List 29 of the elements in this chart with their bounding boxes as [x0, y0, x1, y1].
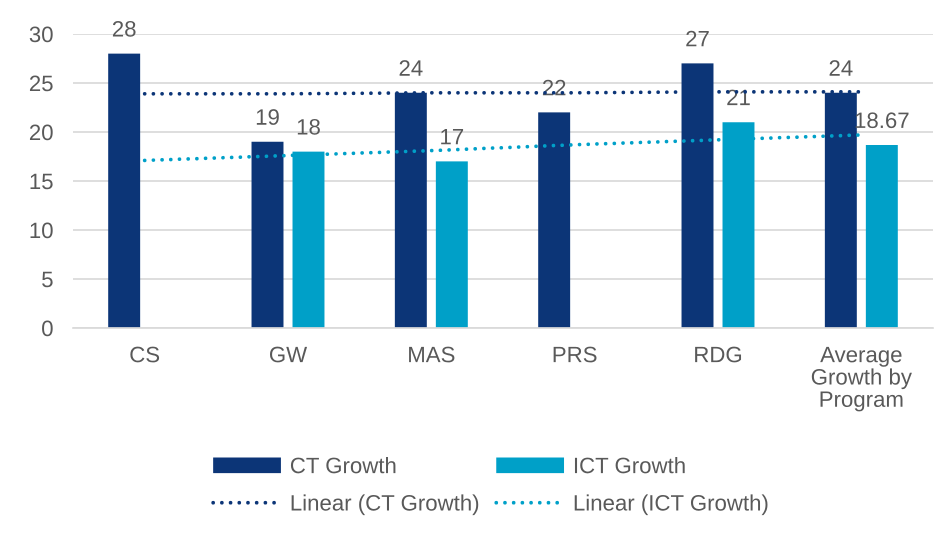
y-tick-label: 5 [42, 272, 53, 288]
data-label: 17 [441, 129, 464, 144]
y-tick-label: 30 [30, 26, 53, 42]
x-tick-label: Average Growth by Program [812, 346, 912, 412]
x-tick-label: GW [270, 346, 308, 362]
data-label: 24 [830, 60, 853, 76]
bar [108, 54, 140, 328]
legend-label: Linear (ICT Growth) [574, 494, 768, 516]
x-tick-label: RDG [695, 346, 742, 362]
data-label: 18 [298, 118, 320, 135]
legend-label: CT Growth [290, 457, 396, 474]
y-tick-label: 25 [30, 76, 53, 92]
y-tick-label: 10 [30, 222, 53, 238]
data-label: 24 [400, 60, 423, 76]
data-label: 19 [256, 109, 279, 125]
y-tick-label: 0 [42, 320, 53, 336]
bar [252, 142, 284, 328]
x-tick-label: PRS [554, 346, 596, 362]
legend-label: ICT Growth [574, 457, 685, 474]
bar [538, 112, 570, 328]
data-label: 27 [686, 30, 709, 46]
data-label: 28 [112, 20, 136, 37]
bar [866, 145, 898, 328]
x-tick-label: CS [130, 346, 160, 362]
bar [436, 161, 468, 328]
y-tick-label: 20 [30, 124, 53, 140]
legend-label: Linear (CT Growth) [292, 494, 478, 516]
y-tick-label: 15 [30, 174, 53, 190]
x-tick-label: MAS [409, 346, 454, 362]
